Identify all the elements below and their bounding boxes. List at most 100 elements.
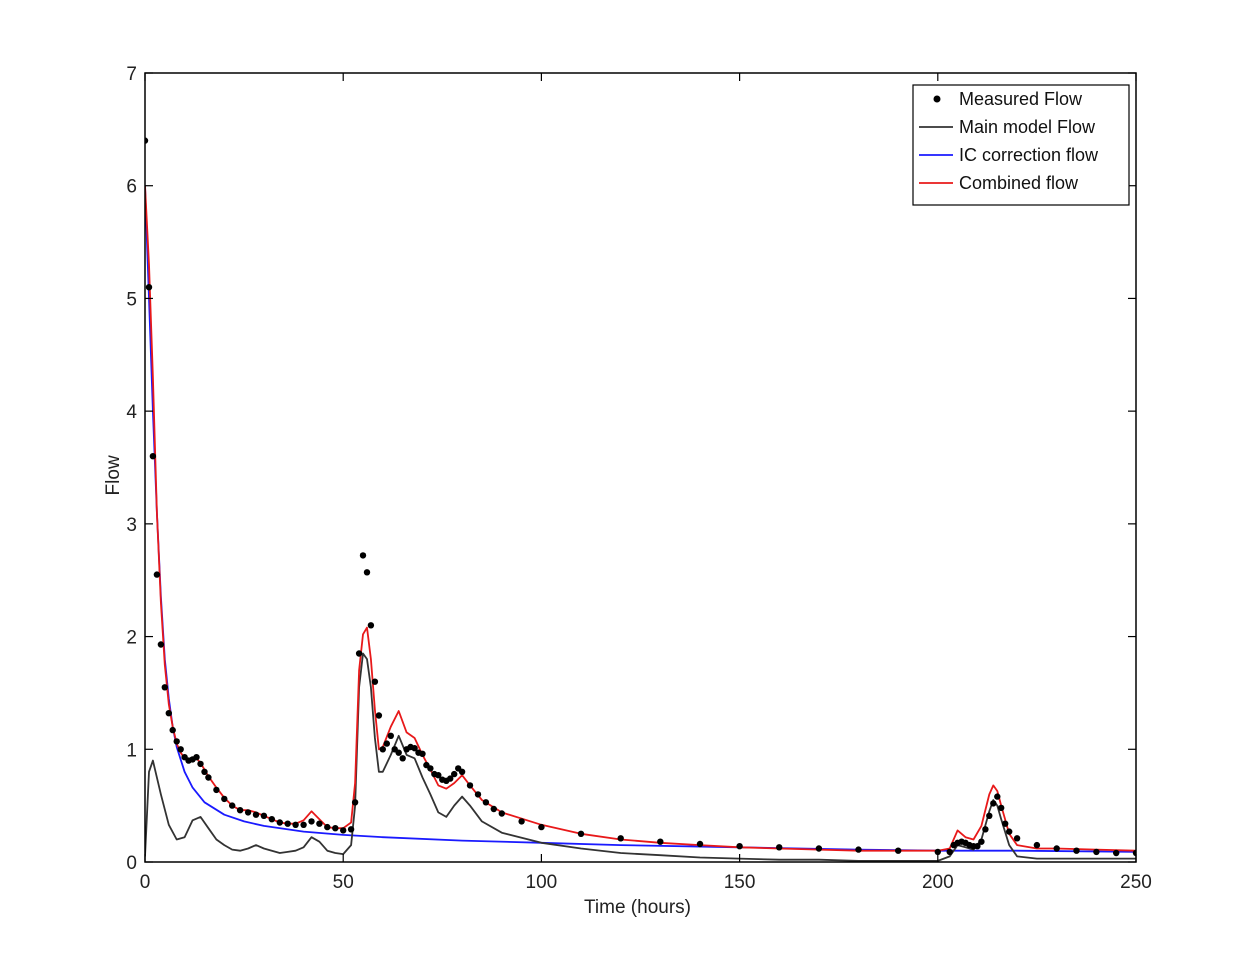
x-tick-label: 250 [1120, 872, 1152, 893]
measured-flow-point [427, 765, 434, 772]
measured-flow-point [371, 678, 379, 685]
measured-flow-point [986, 812, 993, 819]
measured-flow-point [292, 821, 299, 828]
measured-flow-point [538, 823, 545, 831]
x-tick-label: 150 [724, 872, 756, 893]
x-tick-label: 100 [526, 872, 558, 893]
measured-flow-point [474, 791, 482, 798]
y-tick-label: 3 [126, 515, 137, 536]
measured-flow-point [284, 820, 291, 827]
measured-flow-point [451, 770, 458, 778]
y-tick-label: 0 [126, 853, 137, 874]
measured-flow-point [340, 827, 347, 834]
measured-flow-point [260, 812, 268, 819]
measured-flow-point [236, 807, 244, 814]
measured-flow-point [161, 684, 168, 691]
measured-flow-point [1093, 848, 1100, 856]
x-axis-label: Time (hours) [584, 897, 691, 918]
measured-flow-point [276, 819, 283, 826]
measured-flow-point [359, 552, 367, 559]
measured-flow-point [252, 811, 260, 818]
legend-marker [933, 95, 941, 103]
y-tick-label: 6 [126, 177, 137, 198]
measured-flow-point [197, 760, 204, 768]
measured-flow-point [990, 800, 997, 807]
measured-flow-point [379, 746, 386, 753]
measured-flow-point [177, 746, 184, 753]
measured-flow-point [165, 710, 172, 717]
measured-flow-point [324, 823, 331, 831]
measured-flow-point [316, 820, 323, 827]
x-tick-label: 0 [140, 872, 151, 893]
y-tick-label: 5 [126, 289, 137, 310]
y-axis-label: Flow [103, 455, 124, 495]
measured-flow-point [815, 845, 823, 852]
series-line-main-model-flow [145, 652, 1136, 862]
measured-flow-point [657, 838, 664, 845]
measured-flow-point [363, 569, 371, 576]
measured-flow-point [518, 818, 525, 825]
measured-flow-point [466, 782, 474, 789]
legend-label: Measured Flow [959, 89, 1083, 109]
measured-flow-point [1073, 847, 1080, 854]
measured-flow-point [213, 786, 220, 794]
measured-flow-point [375, 712, 383, 719]
measured-flow-point [736, 843, 743, 850]
measured-flow-point [387, 732, 394, 739]
measured-flow-point [490, 805, 497, 813]
measured-flow-point [399, 755, 406, 762]
measured-flow-point [347, 826, 355, 833]
measured-flow-point [895, 847, 902, 854]
measured-flow-point [577, 830, 585, 837]
legend-label: Main model Flow [959, 117, 1096, 137]
measured-flow-point [696, 840, 704, 848]
measured-flow-point [776, 844, 783, 851]
measured-flow-point [435, 772, 442, 779]
measured-flow-point [351, 799, 359, 806]
measured-flow-point [367, 622, 375, 629]
measured-flow-point [1002, 820, 1009, 827]
measured-flow-point [173, 738, 180, 745]
measured-flow-point [1006, 828, 1013, 835]
measured-flow-point [1113, 849, 1120, 857]
measured-flow-point [383, 740, 390, 747]
series-line-combined-flow [145, 185, 1136, 852]
measured-flow-point [205, 774, 212, 781]
measured-flow-point [994, 793, 1001, 800]
y-tick-label: 4 [126, 402, 137, 423]
measured-flow-point [193, 754, 200, 761]
measured-flow-point [395, 749, 402, 756]
measured-flow-point [498, 810, 505, 817]
legend-box [912, 84, 1130, 206]
measured-flow-point [355, 650, 363, 657]
measured-flow-point [153, 571, 161, 578]
measured-flow-point [268, 816, 275, 823]
measured-flow-point [978, 838, 985, 845]
measured-flow-point [149, 453, 157, 460]
measured-flow-point [946, 848, 953, 856]
measured-flow-point [1053, 845, 1060, 852]
y-tick-label: 1 [126, 740, 137, 761]
measured-flow-point [145, 137, 149, 144]
measured-flow-point [982, 826, 989, 833]
axis-ticks: 0 50 100 150 200 250 0 1 2 3 4 5 6 7 [126, 64, 1151, 893]
legend: Measured Flow Main model Flow IC correctio… [912, 84, 1130, 206]
plot-frame [144, 72, 1137, 863]
measured-flow-point [221, 795, 228, 803]
measured-flow-point [617, 835, 624, 842]
measured-flow-point [169, 726, 176, 734]
measured-flow-point [855, 846, 862, 853]
measured-flow-point [974, 843, 981, 850]
measured-flow-point [201, 768, 208, 775]
measured-flow-point [308, 818, 315, 825]
measured-flow-point [419, 750, 426, 757]
measured-flow-point [482, 799, 490, 806]
y-tick-label: 2 [126, 628, 137, 649]
measured-flow-point [244, 809, 252, 816]
plot-marks [145, 137, 1136, 862]
measured-flow-point [934, 848, 941, 856]
measured-flow-point [1033, 841, 1041, 849]
measured-flow-point [300, 821, 307, 828]
series-line-ic-correction-flow [145, 185, 1136, 853]
